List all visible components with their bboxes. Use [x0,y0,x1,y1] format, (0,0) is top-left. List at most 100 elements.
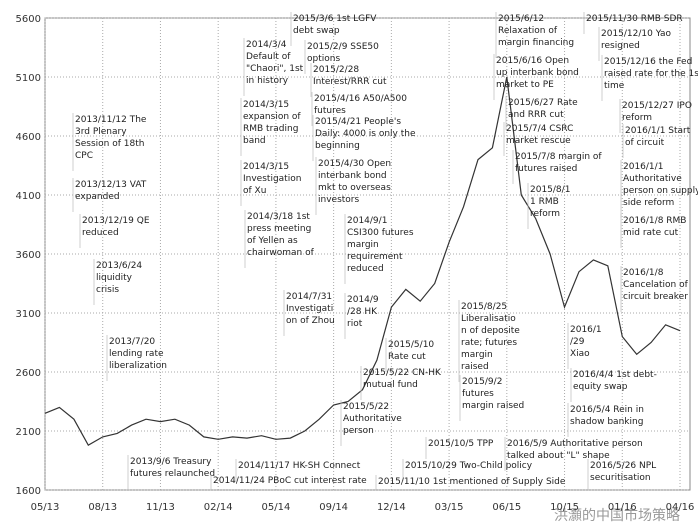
annotation-line: in history [246,76,289,86]
annotation-line: 2015/12/10 Yao [601,29,672,39]
annotation: 2014/3/4 Default of "Chaori", 1st in histor… [246,40,304,86]
annotation-line: and RRR cut [508,110,564,120]
annotation-line: 2015/11/10 1st mentioned of Supply Side [378,477,566,487]
annotation-line: 2015/5/10 [388,340,434,350]
annotation-line: crisis [96,285,119,295]
annotation: 2013/12/13 VAT expanded [75,180,147,202]
annotation-line: 2015/12/27 IPO [622,101,692,111]
annotation-line: CSI300 futures [347,228,414,238]
annotation-line: 2016/1/8 RMB [623,216,686,226]
annotation-line: 2015/10/29 Two-Child policy [405,461,533,471]
x-tick-label: 01/16 [608,502,637,513]
annotation-line: Authoritative [343,414,402,424]
annotation: 2015/5/22 CN-HK mutual fund [363,368,442,390]
annotation: 2015/6/27 Rate and RRR cut [508,98,578,120]
y-tick-label: 3600 [16,250,41,261]
x-tick-label: 09/14 [319,502,348,513]
y-tick-label: 1600 [16,486,41,497]
annotation-line: market rescue [506,136,571,146]
annotation: 2015/11/30 RMB SDR [586,14,683,24]
annotation-line: 2015/4/30 Open [318,159,391,169]
annotation: 2014/3/15 expansion of RMB trading band [243,100,301,146]
annotation-line: margin [347,240,379,250]
annotation-line: Authoritative [623,174,682,184]
annotation: 2014/3/18 1st press meeting of Yellen as ch… [247,212,315,258]
annotation-line: 2015/11/30 RMB SDR [586,14,683,24]
annotation-line: 2016/1/8 [623,268,664,278]
annotation-line: Daily: 4000 is only the [315,129,416,139]
annotation-line: 2014/3/15 [243,162,289,172]
annotation-line: reform [622,113,652,123]
annotation-line: 2015/6/12 [498,14,544,24]
annotation-line: market to PE [496,80,554,90]
annotation: 2016/4/4 1st debt-equity swap [573,370,657,392]
annotation-line: riot [347,319,363,329]
annotation-line: Relaxation of [498,26,558,36]
annotation-line: 2014/3/18 1st [247,212,310,222]
annotation-line: person on supply [623,186,698,196]
annotation-line: 2015/5/22 CN-HK [363,368,442,378]
annotation-line: 2015/9/2 [462,377,502,387]
x-tick-label: 04/16 [666,502,695,513]
annotation-line: 2015/6/27 Rate [508,98,578,108]
annotation-line: mutual fund [363,380,418,390]
annotation-line: 1 RMB [530,197,559,207]
annotation-line: 2016/5/9 Authoritative person [507,439,643,449]
annotation: 2016/1/1 Authoritative person on supply sid… [623,162,698,208]
annotation: 2016/1/8 Cancelation of circuit breaker [623,268,689,302]
annotation-line: securitisation [590,473,651,483]
annotation: 2014/9/1 CSI300 futures margin requirement r… [347,216,414,274]
annotation-line: 2014/3/4 [246,40,287,50]
annotation-line: 2014/11/17 HK-SH Connect [238,461,361,471]
annotation-line: 2015/8/1 [530,185,570,195]
annotation-line: 2016/1/1 [623,162,663,172]
annotation-line: reduced [82,228,119,238]
annotation: 2015/4/21 People's Daily: 4000 is only th… [315,117,416,151]
annotation-line: n of deposite [461,326,520,336]
annotation: 2015/12/10 Yao resigned [601,29,672,51]
annotation-line: 2014/9 [347,295,379,305]
annotation-line: reduced [347,264,384,274]
annotation-line: margin [461,350,493,360]
annotation: 2014/7/31 Investigati on of Zhou [286,292,335,326]
annotation-line: side reform [623,198,674,208]
annotation-line: Liberalisatio [461,314,516,324]
annotation-line: band [243,136,266,146]
annotation-line: 2015/5/22 [343,402,389,412]
annotation-line: of Yellen as [247,236,298,246]
annotation: 2015/6/12 Relaxation of margin financing [498,14,574,48]
annotation: 2015/5/10 Rate cut [388,340,434,362]
annotation: 2015/7/8 margin of futures raised [515,152,602,174]
annotation-line: press meeting [247,224,311,234]
annotation-line: up interbank bond [496,68,579,78]
annotation: 2015/12/27 IPO reform [622,101,692,123]
annotation-line: 2016/5/26 NPL [590,461,656,471]
annotation-line: /28 HK [347,307,378,317]
annotation-line: 2015/4/21 People's [315,117,401,127]
annotation: 2015/9/2 futures margin raised [462,377,524,411]
annotation-line: Interest/RRR cut [313,77,387,87]
x-tick-label: 02/14 [204,502,233,513]
x-tick-label: 10/15 [550,502,579,513]
watermark: 洪灝的中国市场策略 [554,507,680,524]
annotation-line: liberalization [109,361,167,371]
annotation-line: 2015/7/8 margin of [515,152,602,162]
annotation-line: 2016/1/1 Start [625,126,691,136]
annotation-line: 3rd Plenary [75,127,127,137]
y-tick-label: 5100 [16,73,41,84]
x-tick-label: 05/13 [31,502,60,513]
annotation: 2015/7/4 CSRC market rescue [506,124,573,146]
annotation-line: shadow banking [570,417,643,427]
annotation-line: Investigati [286,304,333,314]
x-tick-label: 05/14 [261,502,290,513]
annotation: 2016/5/4 Rein in shadow banking [570,405,644,427]
annotation: 2014/9/28 HK riot [347,295,379,329]
annotation: 2015/2/28 Interest/RRR cut [313,65,387,87]
annotation-line: raised rate for the 1st [604,69,698,79]
annotation-line: 2015/3/6 1st LGFV [293,14,377,24]
annotation-line: 2015/7/4 CSRC [506,124,573,134]
annotation-line: 2013/12/13 VAT [75,180,147,190]
annotation: 2013/7/20 lending rate liberalization [109,337,167,371]
annotation-line: 2014/11/24 PBoC cut interest rate [213,476,367,486]
annotation-line: 2013/12/19 QE [82,216,150,226]
